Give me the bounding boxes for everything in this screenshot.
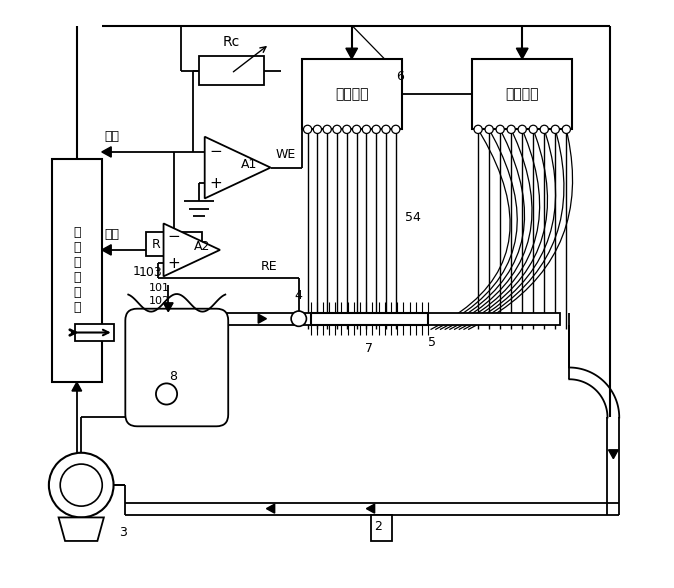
- Circle shape: [313, 125, 321, 133]
- Polygon shape: [516, 48, 528, 59]
- Circle shape: [291, 311, 307, 326]
- Text: 8: 8: [169, 370, 177, 383]
- Text: 103: 103: [139, 266, 162, 279]
- Polygon shape: [164, 223, 220, 276]
- Text: 1: 1: [133, 265, 141, 278]
- Text: WE: WE: [275, 148, 295, 161]
- Circle shape: [474, 125, 482, 133]
- Circle shape: [485, 125, 493, 133]
- Polygon shape: [609, 450, 618, 459]
- Text: 101: 101: [149, 283, 170, 293]
- Circle shape: [372, 125, 380, 133]
- Text: 信
号
采
集
单
元: 信 号 采 集 单 元: [73, 226, 81, 315]
- Circle shape: [60, 464, 102, 506]
- Bar: [472, 59, 572, 129]
- Circle shape: [363, 125, 371, 133]
- Circle shape: [342, 125, 351, 133]
- Bar: [52, 159, 102, 382]
- Text: RE: RE: [261, 260, 277, 273]
- Text: 电位: 电位: [104, 228, 120, 241]
- Text: 54: 54: [404, 211, 421, 224]
- Circle shape: [323, 125, 332, 133]
- Text: 3: 3: [119, 526, 127, 539]
- Polygon shape: [102, 147, 111, 157]
- Circle shape: [49, 453, 113, 517]
- Circle shape: [518, 125, 526, 133]
- Text: −: −: [210, 145, 222, 159]
- Circle shape: [551, 125, 559, 133]
- Text: A2: A2: [193, 240, 210, 253]
- Text: 6: 6: [396, 70, 404, 83]
- Text: 4: 4: [295, 289, 303, 302]
- Polygon shape: [163, 303, 173, 312]
- Circle shape: [562, 125, 570, 133]
- Text: A1: A1: [241, 158, 257, 171]
- Text: 102: 102: [149, 296, 170, 306]
- Circle shape: [529, 125, 537, 133]
- Bar: [146, 232, 202, 256]
- Polygon shape: [72, 382, 82, 391]
- Polygon shape: [266, 504, 275, 513]
- Text: R: R: [152, 238, 160, 250]
- Text: 5: 5: [428, 336, 436, 349]
- Bar: [75, 325, 113, 341]
- Circle shape: [353, 125, 361, 133]
- Bar: [371, 514, 392, 541]
- Text: 电子开关: 电子开关: [335, 87, 369, 101]
- Bar: [220, 313, 561, 325]
- Text: 2: 2: [374, 520, 382, 533]
- Polygon shape: [346, 48, 357, 59]
- Circle shape: [303, 125, 311, 133]
- FancyBboxPatch shape: [125, 309, 228, 426]
- Text: −: −: [167, 229, 180, 244]
- Text: +: +: [167, 256, 180, 271]
- Text: 电流: 电流: [104, 130, 120, 143]
- Text: 电子开关: 电子开关: [506, 87, 539, 101]
- Circle shape: [156, 383, 177, 405]
- Text: +: +: [210, 176, 222, 191]
- Bar: [199, 56, 264, 85]
- Circle shape: [333, 125, 341, 133]
- Bar: [302, 59, 402, 129]
- Circle shape: [507, 125, 516, 133]
- Polygon shape: [258, 314, 266, 323]
- Polygon shape: [59, 517, 104, 541]
- Polygon shape: [205, 137, 270, 199]
- Circle shape: [392, 125, 400, 133]
- Text: 7: 7: [365, 342, 373, 355]
- Text: Rc: Rc: [222, 35, 240, 49]
- Bar: [311, 313, 428, 325]
- Circle shape: [382, 125, 390, 133]
- Circle shape: [540, 125, 549, 133]
- Circle shape: [496, 125, 504, 133]
- Polygon shape: [102, 245, 111, 255]
- Polygon shape: [367, 504, 375, 513]
